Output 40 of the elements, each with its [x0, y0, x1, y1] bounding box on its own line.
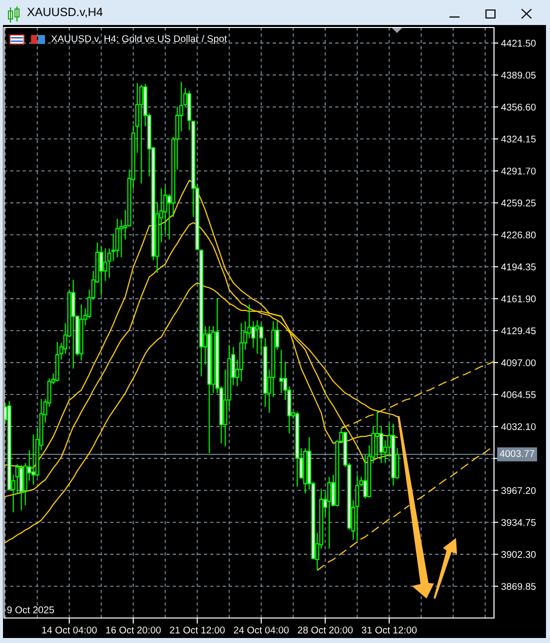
x-tick-label: 31 Oct 12:00 — [362, 626, 417, 634]
y-tick-label: 3902.30 — [501, 551, 536, 558]
candlestick — [327, 476, 332, 550]
x-tick-label: 16 Oct 20:00 — [106, 626, 161, 634]
chart-title: XAUUSD.v,H4 — [27, 8, 103, 18]
candlestick — [355, 474, 360, 542]
y-tick-label: 4032.10 — [501, 423, 536, 430]
ref-line-label: 4003.77 — [500, 450, 534, 457]
annotation: 9 Oct 2025 — [7, 606, 54, 614]
y-tick-label: 3967.20 — [501, 487, 536, 494]
x-tick-label: 24 Oct 04:00 — [234, 626, 289, 634]
x-tick-label: 14 Oct 04:00 — [42, 626, 97, 634]
y-tick-label: 4291.70 — [501, 168, 536, 174]
candlestick — [99, 246, 104, 296]
text: XAUUSD.v, H4: Gold vs US Dollar / Spot — [51, 34, 227, 44]
candlestick — [363, 454, 368, 499]
candlestick — [19, 464, 24, 511]
y-tick-label: 4097.00 — [501, 359, 536, 366]
y-tick-label: 4421.50 — [501, 40, 536, 47]
candlestick — [279, 349, 284, 394]
y-tick-label: 4129.45 — [501, 327, 536, 334]
y-tick-label: 4064.55 — [501, 391, 536, 398]
candlestick — [71, 279, 76, 370]
y-tick-label: 3869.85 — [501, 582, 536, 590]
candlestick — [375, 411, 380, 458]
candlestick — [115, 218, 120, 258]
y-tick-label: 4389.05 — [501, 72, 536, 79]
y-tick-label: 4259.25 — [501, 200, 536, 206]
y-tick-label: 4194.35 — [501, 263, 536, 270]
x-tick-label: 21 Oct 12:00 — [170, 626, 225, 634]
candlestick — [255, 320, 260, 354]
y-tick-label: 4356.60 — [501, 104, 536, 111]
candlestick — [31, 434, 36, 486]
y-tick-label: 4226.80 — [501, 232, 536, 238]
y-tick-label: 4161.90 — [501, 295, 536, 302]
x-tick-label: 28 Oct 20:00 — [298, 626, 353, 634]
y-tick-label: 4324.15 — [501, 136, 536, 143]
candlestick — [103, 248, 108, 282]
y-tick-label: 3934.75 — [501, 519, 536, 526]
candlestick — [379, 426, 384, 464]
